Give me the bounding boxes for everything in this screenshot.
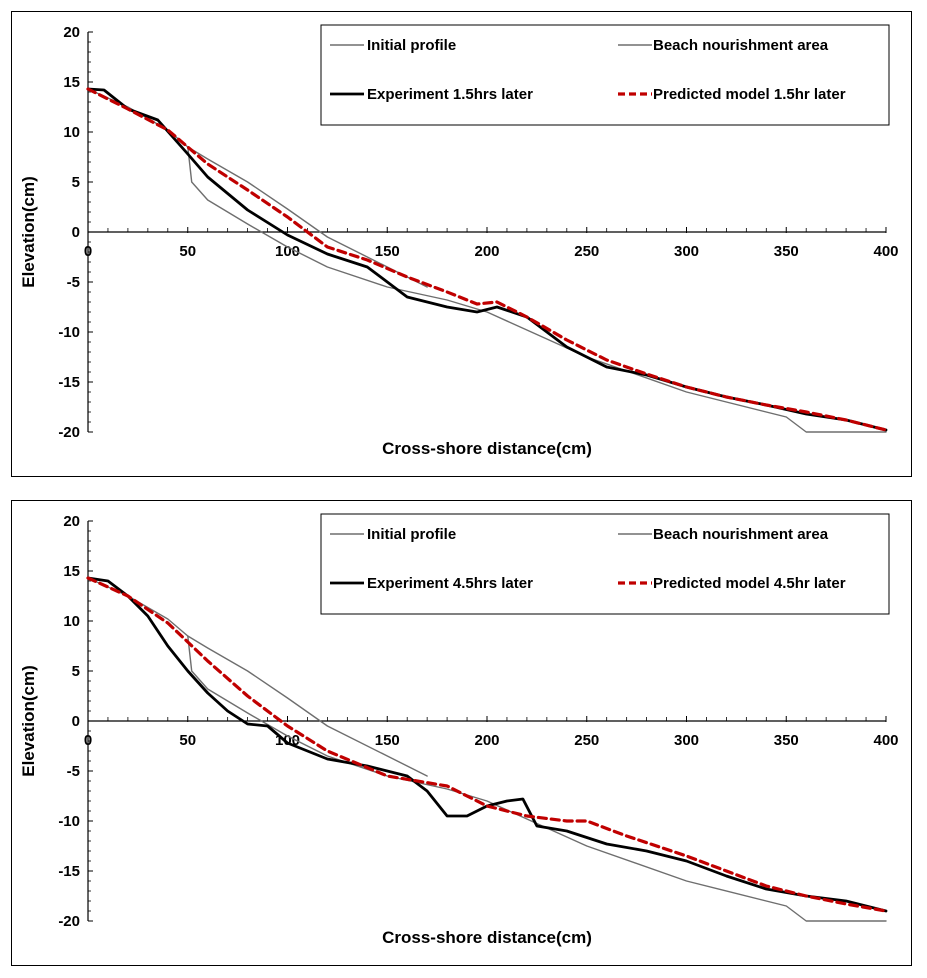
series-line-4 [86,87,888,432]
x-tick-label: 300 [674,243,699,260]
y-axis-title: Elevation(cm) [19,176,38,287]
x-tick-label: 50 [179,732,196,749]
legend-label-3: Experiment 4.5hrs later [367,575,533,592]
chart-panel-bottom: 20 15 10 5 0 -5 -10 -15 -20 0 50 100 150 200 250 300 350… [11,500,912,966]
legend-box [320,24,890,126]
legend-label-1: Initial profile [367,526,456,543]
series-line-2 [187,635,428,777]
y-tick-label: 10 [63,124,80,141]
x-axis-title: Cross-shore distance(cm) [382,928,592,947]
x-tick-label: 200 [474,732,499,749]
y-tick-label: -20 [58,424,80,441]
x-tick-label: 0 [84,732,92,749]
y-tick-label: -20 [58,913,80,930]
y-tick-label: 15 [63,74,80,91]
y-tick-label: -5 [67,274,80,291]
series-line-3 [86,576,888,913]
x-tick-label: 350 [774,243,799,260]
series-line-2 [187,146,428,288]
x-tick-label: 50 [179,243,196,260]
y-axis-title: Elevation(cm) [19,665,38,776]
y-tick-label: -10 [58,324,80,341]
y-tick-label: 20 [63,24,80,41]
legend-label-4: Predicted model 4.5hr later [653,575,846,592]
series-line-4 [86,576,888,913]
legend-label-4: Predicted model 1.5hr later [653,86,846,103]
chart-panel-top: 20 15 10 5 0 -5 -10 -15 -20 0 50 100 150 200 250 300 350… [11,11,912,477]
y-tick-label: 15 [63,563,80,580]
x-tick-label: 200 [474,243,499,260]
y-tick-label: 0 [72,224,80,241]
x-axis-title: Cross-shore distance(cm) [382,439,592,458]
x-tick-label: 400 [873,732,898,749]
x-tick-label: 350 [774,732,799,749]
y-tick-label: 0 [72,713,80,730]
legend-label-2: Beach nourishment area [653,37,829,54]
y-tick-label: 5 [72,663,80,680]
y-tick-label: -5 [67,763,80,780]
x-tick-label: 150 [375,243,400,260]
series-line-1 [87,577,887,922]
y-tick-label: 5 [72,174,80,191]
legend-box [320,513,890,615]
legend-label-1: Initial profile [367,37,456,54]
y-tick-label: -15 [58,863,80,880]
legend-label-2: Beach nourishment area [653,526,829,543]
y-tick-label: 10 [63,613,80,630]
x-tick-label: 400 [873,243,898,260]
x-tick-label: 150 [375,732,400,749]
legend-label-3: Experiment 1.5hrs later [367,86,533,103]
x-tick-label: 250 [574,243,599,260]
series-line-1 [87,88,887,433]
x-tick-label: 250 [574,732,599,749]
x-tick-label: 100 [275,243,300,260]
x-tick-label: 300 [674,732,699,749]
y-tick-label: -15 [58,374,80,391]
x-tick-label: 0 [84,243,92,260]
y-tick-label: 20 [63,513,80,530]
y-tick-label: -10 [58,813,80,830]
